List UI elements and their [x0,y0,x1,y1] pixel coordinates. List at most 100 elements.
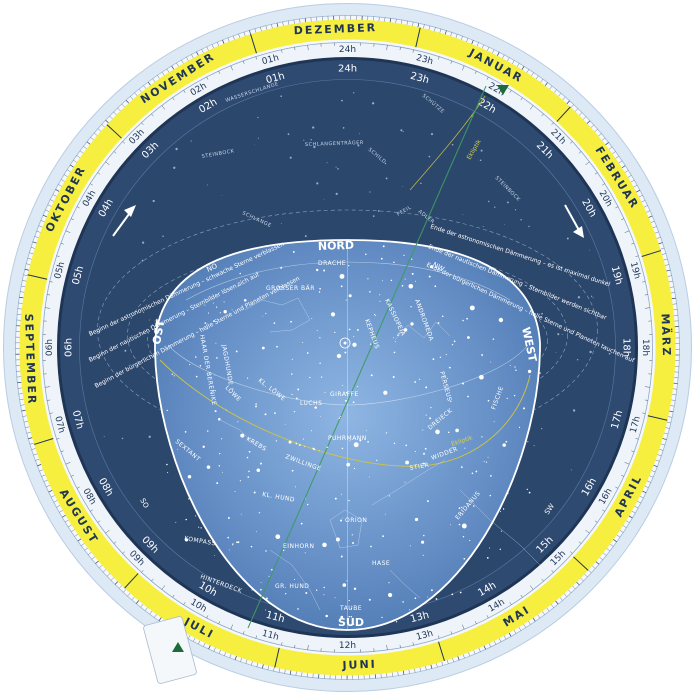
star [368,598,371,601]
star [528,491,531,494]
hour-tick [624,230,630,233]
label-luchs: LUCHS [300,400,322,407]
star [237,285,239,287]
star [340,493,342,495]
star [487,399,490,402]
star [251,589,253,591]
inner-hour-label: 19h [609,265,625,286]
bottom-tab [143,616,197,684]
star [462,514,464,516]
hour-tick [644,294,648,296]
star [429,417,432,420]
star [466,317,468,320]
star [526,488,528,491]
star [340,285,343,288]
outer-hour-label: 23h [415,53,434,67]
star [383,390,388,395]
star [231,544,233,546]
hour-tick [631,450,635,453]
inner-hour-label: 23h [409,71,430,87]
star [212,320,215,322]
dim-star [357,144,360,147]
star [394,341,396,343]
star [435,429,440,435]
hour-tick [570,551,573,554]
star [226,409,227,411]
star [275,440,278,442]
star [423,452,425,455]
month-divider [647,415,668,421]
inner-hour-label: 18h [621,338,632,357]
star [353,587,357,591]
star [223,310,227,314]
star [255,531,257,533]
hour-tick [450,60,453,64]
dim-star [428,155,431,158]
star [339,273,345,279]
label-drache: DRACHE [318,260,346,267]
star [375,314,377,316]
star [450,524,452,526]
star [385,432,388,434]
star [319,287,321,290]
dim-star [341,99,343,102]
star [340,615,344,619]
inner-hour-label: 24h [338,64,357,75]
star [281,266,283,268]
hour-tick [242,60,245,64]
star [453,340,456,343]
hour-tick [97,172,101,175]
star [353,467,356,470]
star [367,278,369,280]
hour-tick [113,151,117,154]
star [270,568,273,571]
hour-tick [281,49,283,53]
star [342,247,345,250]
inner-hour-label: 11h [265,610,286,626]
star [240,513,242,515]
hour-tick [183,90,186,93]
visible-star-field [166,245,535,625]
hour-tick [644,386,650,388]
month-band [19,19,676,676]
outer-hour-label: 06h [45,339,55,356]
star [451,447,453,449]
star [356,328,359,331]
star [265,597,268,600]
dim-star [207,184,209,186]
month-divider [34,438,54,445]
outer-hour-label: 18h [640,339,650,356]
star [382,280,384,282]
star [414,597,417,600]
star [515,369,517,371]
star [444,375,446,377]
top-pointer-triangle [497,85,509,95]
meridian-line [247,85,487,629]
star [298,444,301,446]
dim-star [480,149,483,152]
hour-tick [281,642,283,646]
star [204,322,207,324]
star [218,417,221,421]
hour-tick [486,76,489,80]
star [458,523,461,526]
star [425,386,428,389]
star [291,358,293,360]
star [506,397,508,400]
star [260,462,262,465]
star [429,265,434,269]
star [467,395,469,398]
star [282,549,285,552]
star [422,429,424,431]
star [384,513,386,515]
dim-star [152,199,155,203]
star [239,480,241,482]
star [311,318,313,319]
star [318,291,321,293]
star [246,456,249,459]
dim-star [430,133,434,136]
inner-hour-label: 01h [265,71,286,87]
dim-star [570,469,572,471]
star [395,621,398,623]
